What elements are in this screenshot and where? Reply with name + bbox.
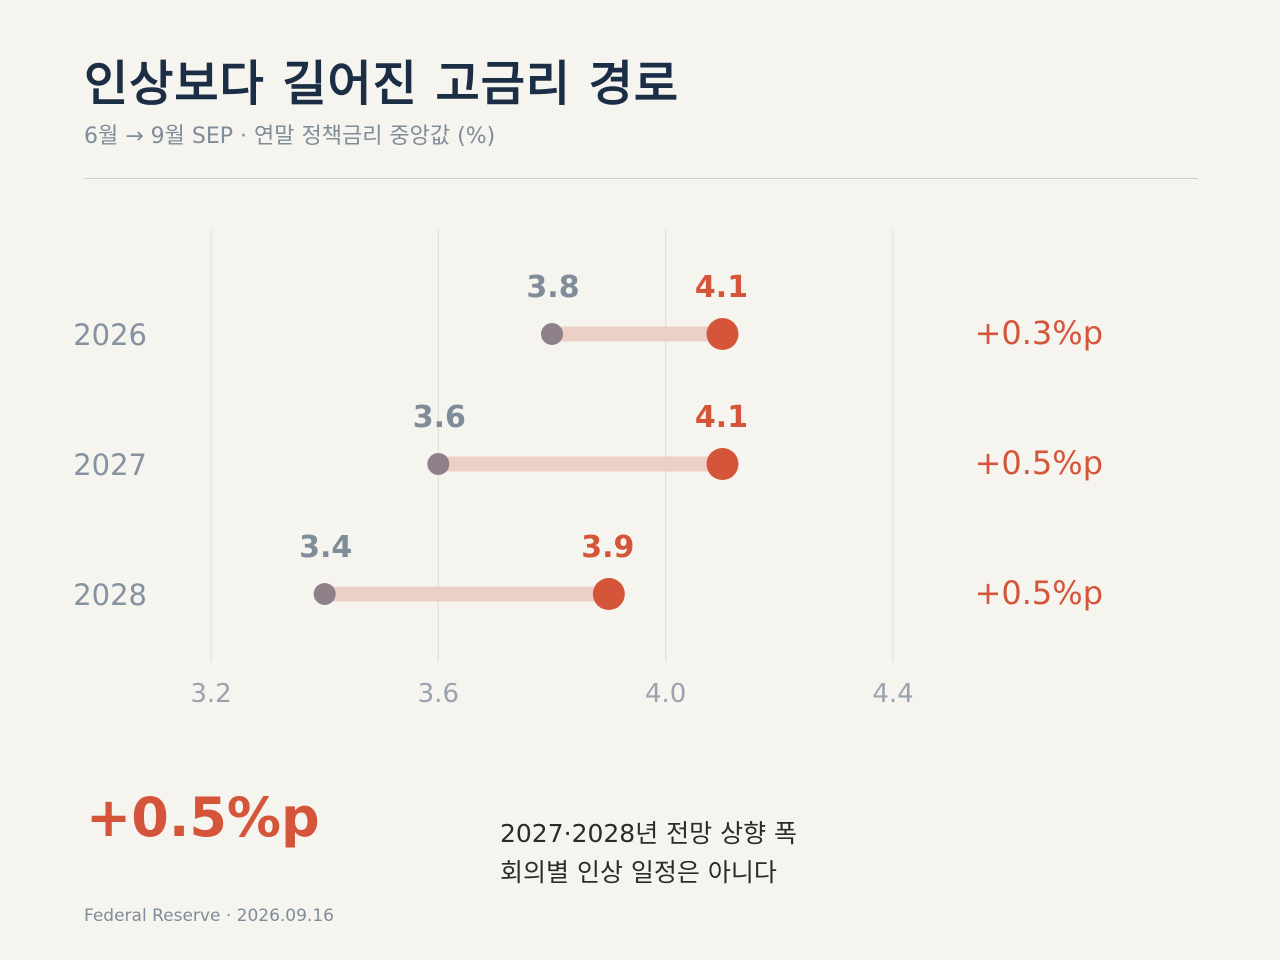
old-value-point: [427, 453, 450, 475]
old-value-label: 3.4: [299, 530, 352, 565]
y-category-label: 2027: [73, 448, 147, 482]
x-tick-label: 4.4: [872, 679, 913, 709]
new-value-label: 4.1: [695, 270, 748, 305]
new-value-label: 4.1: [695, 400, 748, 435]
source-note: Federal Reserve · 2026.09.16: [84, 906, 334, 926]
old-value-label: 3.8: [526, 270, 579, 305]
chart-subtitle: 6월 → 9월 SEP · 연말 정책금리 중앙값 (%): [84, 124, 496, 149]
new-value-point: [706, 318, 739, 350]
y-category-label: 2028: [73, 578, 147, 612]
summary-note-line-1: 2027·2028년 전망 상향 폭: [500, 819, 798, 848]
x-tick-label: 4.0: [645, 679, 686, 709]
dumbbell-chart: 3.2 3.6 4.0 4.4 2026 3.8 4.1 +0.3%p 2027 3.6 4.1 +0…: [73, 230, 1103, 709]
summary-value: +0.5%p: [86, 786, 320, 849]
header-divider: [84, 178, 1198, 179]
new-value-point: [706, 448, 739, 480]
summary-note-line-2: 회의별 인상 일정은 아니다: [500, 858, 777, 887]
x-tick-label: 3.2: [190, 679, 231, 709]
old-value-label: 3.6: [413, 400, 466, 435]
change-label: +0.5%p: [975, 574, 1103, 612]
old-value-point: [313, 583, 336, 605]
change-label: +0.5%p: [975, 444, 1103, 482]
change-label: +0.3%p: [975, 314, 1103, 352]
new-value-label: 3.9: [581, 530, 634, 565]
chart-title: 인상보다 길어진 고금리 경로: [84, 56, 680, 112]
old-value-point: [541, 323, 563, 345]
x-tick-label: 3.6: [418, 679, 459, 709]
y-category-label: 2026: [73, 318, 147, 352]
new-value-point: [592, 578, 625, 610]
